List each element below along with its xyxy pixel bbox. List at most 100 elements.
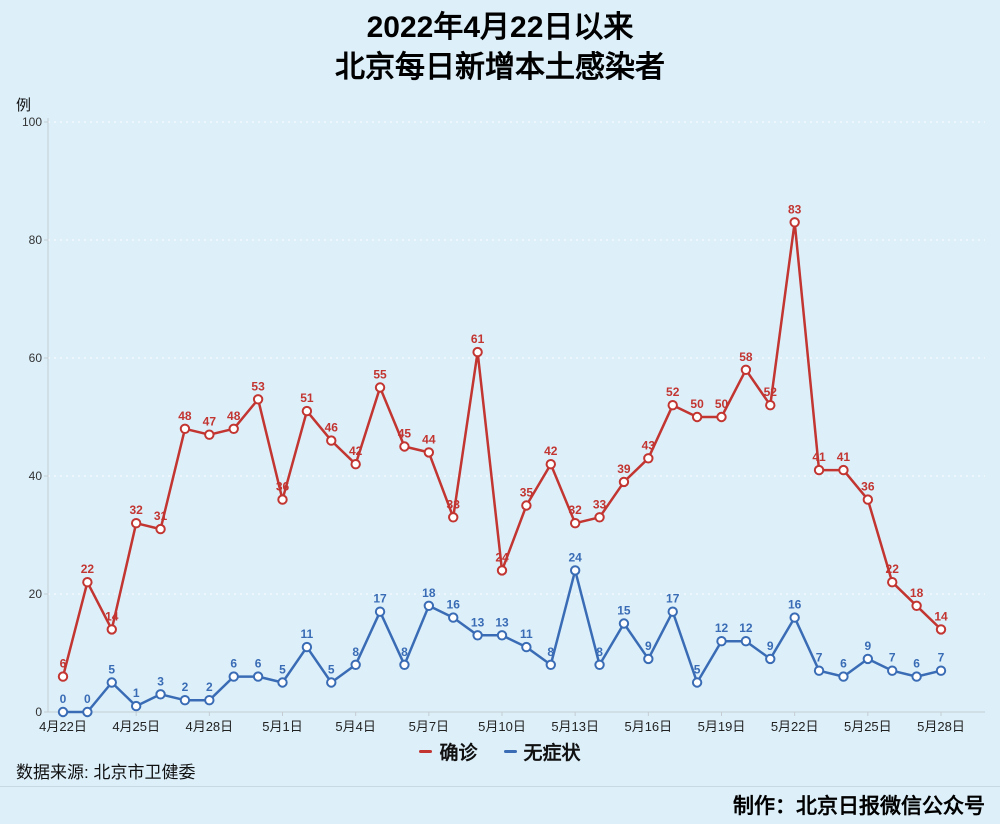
svg-text:11: 11 — [520, 627, 533, 641]
svg-text:14: 14 — [934, 609, 948, 623]
svg-text:3: 3 — [157, 674, 164, 688]
svg-text:12: 12 — [739, 621, 753, 635]
svg-text:52: 52 — [764, 385, 778, 399]
svg-text:8: 8 — [401, 645, 408, 659]
svg-text:4月22日: 4月22日 — [39, 719, 87, 734]
svg-text:13: 13 — [495, 615, 509, 629]
y-axis-labels: 0 20 40 60 80 100 — [22, 115, 42, 719]
svg-text:42: 42 — [349, 444, 363, 458]
svg-text:5月4日: 5月4日 — [335, 719, 375, 734]
svg-text:0: 0 — [84, 692, 91, 706]
svg-text:83: 83 — [788, 202, 802, 216]
legend: 确诊 无症状 — [0, 738, 1000, 765]
svg-text:8: 8 — [352, 645, 359, 659]
title-line-2: 北京每日新增本土感染者 — [335, 51, 665, 84]
svg-text:5月1日: 5月1日 — [262, 719, 302, 734]
svg-text:4月28日: 4月28日 — [185, 719, 233, 734]
legend-item-confirmed: 确诊 — [419, 738, 478, 765]
legend-label-asymptomatic: 无症状 — [523, 743, 581, 764]
svg-text:48: 48 — [178, 409, 192, 423]
svg-text:18: 18 — [910, 586, 924, 600]
svg-text:51: 51 — [300, 391, 314, 405]
svg-text:41: 41 — [812, 450, 826, 464]
svg-text:32: 32 — [568, 503, 582, 517]
svg-text:6: 6 — [255, 657, 262, 671]
svg-text:0: 0 — [35, 705, 42, 719]
svg-text:9: 9 — [645, 639, 652, 653]
credit-text: 制作：北京日报微信公众号 — [733, 795, 985, 818]
svg-text:15: 15 — [617, 604, 631, 618]
svg-text:5: 5 — [279, 663, 286, 677]
svg-text:100: 100 — [22, 115, 42, 129]
svg-text:4月25日: 4月25日 — [112, 719, 160, 734]
svg-text:61: 61 — [471, 332, 485, 346]
svg-text:39: 39 — [617, 462, 631, 476]
svg-text:33: 33 — [593, 497, 607, 511]
gridlines — [48, 121, 985, 595]
svg-text:2: 2 — [182, 680, 189, 694]
svg-text:40: 40 — [29, 469, 43, 483]
svg-text:50: 50 — [690, 397, 704, 411]
svg-text:43: 43 — [642, 438, 656, 452]
page-title: 2022年4月22日以来 北京每日新增本土感染者 — [0, 8, 1000, 88]
footer-divider — [0, 786, 1000, 787]
svg-text:5月25日: 5月25日 — [844, 719, 892, 734]
svg-text:5月19日: 5月19日 — [698, 719, 746, 734]
svg-text:9: 9 — [767, 639, 774, 653]
svg-text:7: 7 — [938, 651, 945, 665]
svg-text:11: 11 — [301, 627, 314, 641]
svg-text:7: 7 — [816, 651, 823, 665]
svg-text:6: 6 — [230, 657, 237, 671]
svg-text:5月10日: 5月10日 — [478, 719, 526, 734]
svg-text:32: 32 — [129, 503, 143, 517]
svg-text:48: 48 — [227, 409, 241, 423]
svg-text:12: 12 — [715, 621, 729, 635]
svg-text:0: 0 — [60, 692, 67, 706]
svg-text:8: 8 — [596, 645, 603, 659]
legend-label-confirmed: 确诊 — [439, 743, 478, 764]
svg-text:50: 50 — [715, 397, 729, 411]
svg-text:6: 6 — [60, 657, 67, 671]
legend-dash-confirmed-icon — [419, 750, 433, 753]
svg-text:1: 1 — [133, 686, 140, 700]
svg-text:36: 36 — [861, 480, 875, 494]
svg-text:5月16日: 5月16日 — [624, 719, 672, 734]
svg-text:20: 20 — [29, 587, 43, 601]
svg-text:16: 16 — [788, 598, 802, 612]
svg-text:53: 53 — [251, 379, 265, 393]
svg-text:5: 5 — [694, 663, 701, 677]
svg-text:6: 6 — [840, 657, 847, 671]
svg-text:5月13日: 5月13日 — [551, 719, 599, 734]
svg-text:9: 9 — [864, 639, 871, 653]
svg-text:35: 35 — [520, 486, 534, 500]
y-axis-unit-label: 例 — [16, 97, 32, 114]
svg-text:5: 5 — [108, 663, 115, 677]
svg-text:5月28日: 5月28日 — [917, 719, 965, 734]
axes — [44, 118, 985, 716]
svg-text:31: 31 — [154, 509, 168, 523]
svg-text:58: 58 — [739, 350, 753, 364]
svg-text:22: 22 — [81, 562, 95, 576]
legend-dash-asymptomatic-icon — [503, 750, 517, 753]
svg-text:44: 44 — [422, 432, 436, 446]
svg-text:2: 2 — [206, 680, 213, 694]
svg-text:80: 80 — [29, 233, 43, 247]
svg-text:33: 33 — [447, 497, 461, 511]
svg-text:55: 55 — [373, 368, 387, 382]
x-axis-labels: 4月22日 4月25日 4月28日 5月1日 5月4日 5月7日 5月10日 5月13日 5月1… — [39, 719, 965, 734]
svg-text:60: 60 — [29, 351, 43, 365]
svg-text:14: 14 — [105, 609, 119, 623]
svg-text:8: 8 — [547, 645, 554, 659]
svg-text:18: 18 — [422, 586, 436, 600]
svg-text:46: 46 — [325, 421, 339, 435]
svg-text:42: 42 — [544, 444, 558, 458]
svg-text:6: 6 — [913, 657, 920, 671]
svg-text:36: 36 — [276, 480, 290, 494]
svg-text:22: 22 — [886, 562, 900, 576]
svg-text:5月22日: 5月22日 — [771, 719, 819, 734]
svg-text:52: 52 — [666, 385, 680, 399]
